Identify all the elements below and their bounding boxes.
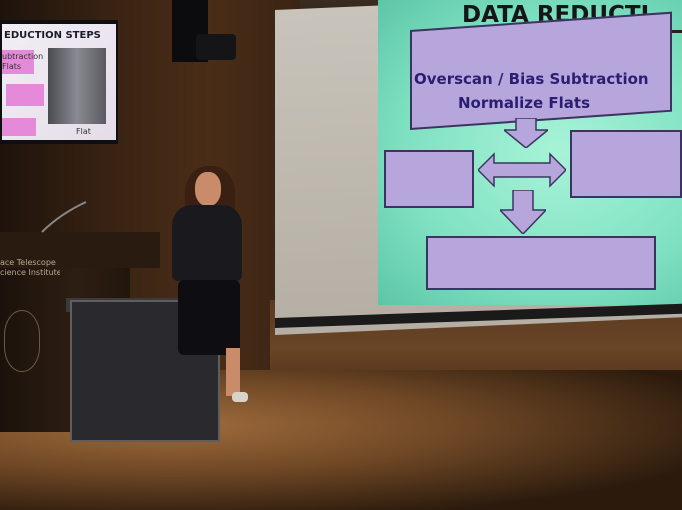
slide-empty-box xyxy=(426,236,656,290)
down-arrow-icon xyxy=(504,118,548,148)
podium-sign-text: cience Institute xyxy=(0,268,60,277)
speaker-face xyxy=(195,172,221,206)
monitor-text: Flats xyxy=(2,62,22,71)
slide-empty-box xyxy=(570,130,682,198)
speaker-leggings xyxy=(178,280,240,355)
speaker-dotted-top xyxy=(172,205,242,281)
podium-seal-logo xyxy=(4,310,40,372)
podium-top xyxy=(0,232,160,268)
monitor-title: EDUCTION STEPS xyxy=(4,30,101,41)
monitor-caption: Flat xyxy=(76,127,91,136)
speaker-shoe xyxy=(232,392,248,402)
monitor-pink-box xyxy=(6,84,44,106)
podium-sign-text: ace Telescope xyxy=(0,258,56,267)
monitor-flat-image xyxy=(48,48,106,124)
double-arrow-icon xyxy=(478,152,566,188)
speaker-calf xyxy=(226,348,240,396)
monitor-pink-box xyxy=(2,118,36,136)
slide-step-text: Normalize Flats xyxy=(458,94,591,112)
gooseneck-microphone-icon xyxy=(40,200,88,234)
down-arrow-icon xyxy=(500,190,546,234)
monitor-pink-box xyxy=(2,50,34,74)
slide-empty-box xyxy=(384,150,474,208)
ceiling-camera xyxy=(196,34,236,60)
slide-step-text: Overscan / Bias Subtraction xyxy=(414,70,649,88)
monitor-text: ubtraction xyxy=(2,52,44,61)
